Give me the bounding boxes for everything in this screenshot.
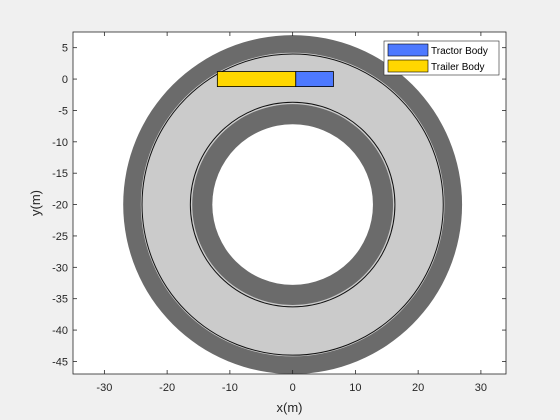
inner-lane-line bbox=[189, 101, 396, 308]
tractor-body bbox=[295, 71, 334, 87]
x-tick-label: -10 bbox=[222, 382, 238, 394]
y-tick-label: -10 bbox=[52, 137, 68, 149]
x-tick-label: 10 bbox=[349, 382, 361, 394]
trailer-body bbox=[216, 71, 297, 87]
axes-box bbox=[72, 31, 507, 375]
y-tick-label: -5 bbox=[58, 105, 68, 117]
y-tick-label: 5 bbox=[62, 43, 68, 55]
legend-swatch-tractor bbox=[387, 43, 429, 57]
y-tick-label: -40 bbox=[52, 325, 68, 337]
y-tick-label: -15 bbox=[52, 168, 68, 180]
legend-label-trailer: Trailer Body bbox=[431, 62, 485, 73]
y-tick-label: -45 bbox=[52, 356, 68, 368]
legend-swatch-trailer bbox=[387, 59, 429, 73]
y-axis-ticks: 5 0 -5 -10 -15 -20 -25 -30 -35 -40 -45 bbox=[52, 43, 506, 368]
x-tick-label: -20 bbox=[159, 382, 175, 394]
x-axis-label: x(m) bbox=[277, 400, 303, 415]
x-tick-label: -30 bbox=[96, 382, 112, 394]
y-tick-label: -30 bbox=[52, 262, 68, 274]
y-tick-label: -35 bbox=[52, 294, 68, 306]
plot-area bbox=[123, 35, 463, 374]
outer-lane-line bbox=[141, 53, 444, 356]
x-tick-label: 20 bbox=[412, 382, 424, 394]
x-axis-ticks: -30 -20 -10 0 10 20 30 bbox=[96, 32, 487, 394]
legend-label-tractor: Tractor Body bbox=[431, 46, 488, 57]
y-axis-label: y(m) bbox=[28, 190, 43, 216]
y-tick-label: 0 bbox=[62, 74, 68, 86]
x-tick-label: 30 bbox=[475, 382, 487, 394]
x-tick-label: 0 bbox=[290, 382, 296, 394]
center-hole bbox=[212, 124, 373, 285]
y-tick-label: -20 bbox=[52, 200, 68, 212]
legend: Tractor Body Trailer Body bbox=[383, 40, 500, 76]
y-tick-label: -25 bbox=[52, 231, 68, 243]
